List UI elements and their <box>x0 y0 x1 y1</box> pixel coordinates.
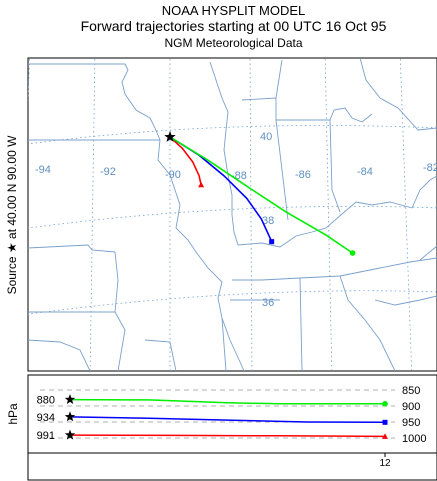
longitude-label: -94 <box>35 164 51 176</box>
time-tick-label: 12 <box>379 458 391 469</box>
height-profile-line <box>69 434 386 438</box>
height-profile-end-marker <box>382 400 388 407</box>
start-star-icon <box>64 429 76 440</box>
longitude-label: -82 <box>423 162 437 174</box>
start-height-label: 991 <box>37 430 55 442</box>
pressure-tick-labels: 850 900 950 1000 <box>402 385 426 445</box>
chart-subtitle: Forward trajectories starting at 00 UTC … <box>80 18 387 34</box>
trajectory-lines <box>169 136 356 256</box>
start-star-icon <box>64 411 76 422</box>
trajectory-end-marker <box>269 239 275 245</box>
height-profile-end-marker <box>382 419 388 425</box>
longitude-label: -86 <box>295 169 311 181</box>
pressure-tick-label: 900 <box>402 401 420 413</box>
latitude-label: 38 <box>262 215 274 227</box>
lat-lon-grid <box>28 58 437 371</box>
latitude-labels: 40 38 36 <box>260 131 274 309</box>
vertical-profile-panel: 850 900 950 1000 880 934 991 <box>27 374 437 454</box>
source-star-shape <box>164 131 176 142</box>
height-profile-end-marker <box>382 433 388 439</box>
trajectory-line <box>169 136 202 185</box>
start-height-label: 880 <box>37 395 55 407</box>
pressure-tick-label: 950 <box>402 417 420 429</box>
latitude-label: 36 <box>262 297 274 309</box>
trajectory-line <box>169 136 354 254</box>
latitude-label: 40 <box>260 131 272 143</box>
trajectory-end-marker <box>349 250 356 256</box>
start-height-labels: 880 934 991 <box>37 395 55 443</box>
height-profile-line <box>69 416 386 424</box>
longitude-label: -84 <box>357 166 373 178</box>
pressure-tick-label: 850 <box>402 385 420 397</box>
trajectory-end-marker <box>198 181 205 188</box>
longitude-label: -92 <box>100 166 116 178</box>
longitude-labels: -94 -92 -90 -88 -86 -84 -82 <box>35 162 437 182</box>
data-source-label: NGM Meteorological Data <box>164 36 303 50</box>
pressure-tick-label: 1000 <box>402 433 426 445</box>
source-star-icon <box>164 131 176 142</box>
start-star-icon <box>64 394 76 404</box>
height-profile-line <box>69 398 385 405</box>
height-profile-lines <box>64 394 388 440</box>
time-axis-panel: 12 <box>27 452 437 481</box>
start-height-label: 934 <box>37 412 55 424</box>
map-boundaries <box>28 58 437 371</box>
longitude-label: -90 <box>165 169 181 181</box>
chart-title: NOAA HYSPLIT MODEL <box>161 3 306 18</box>
